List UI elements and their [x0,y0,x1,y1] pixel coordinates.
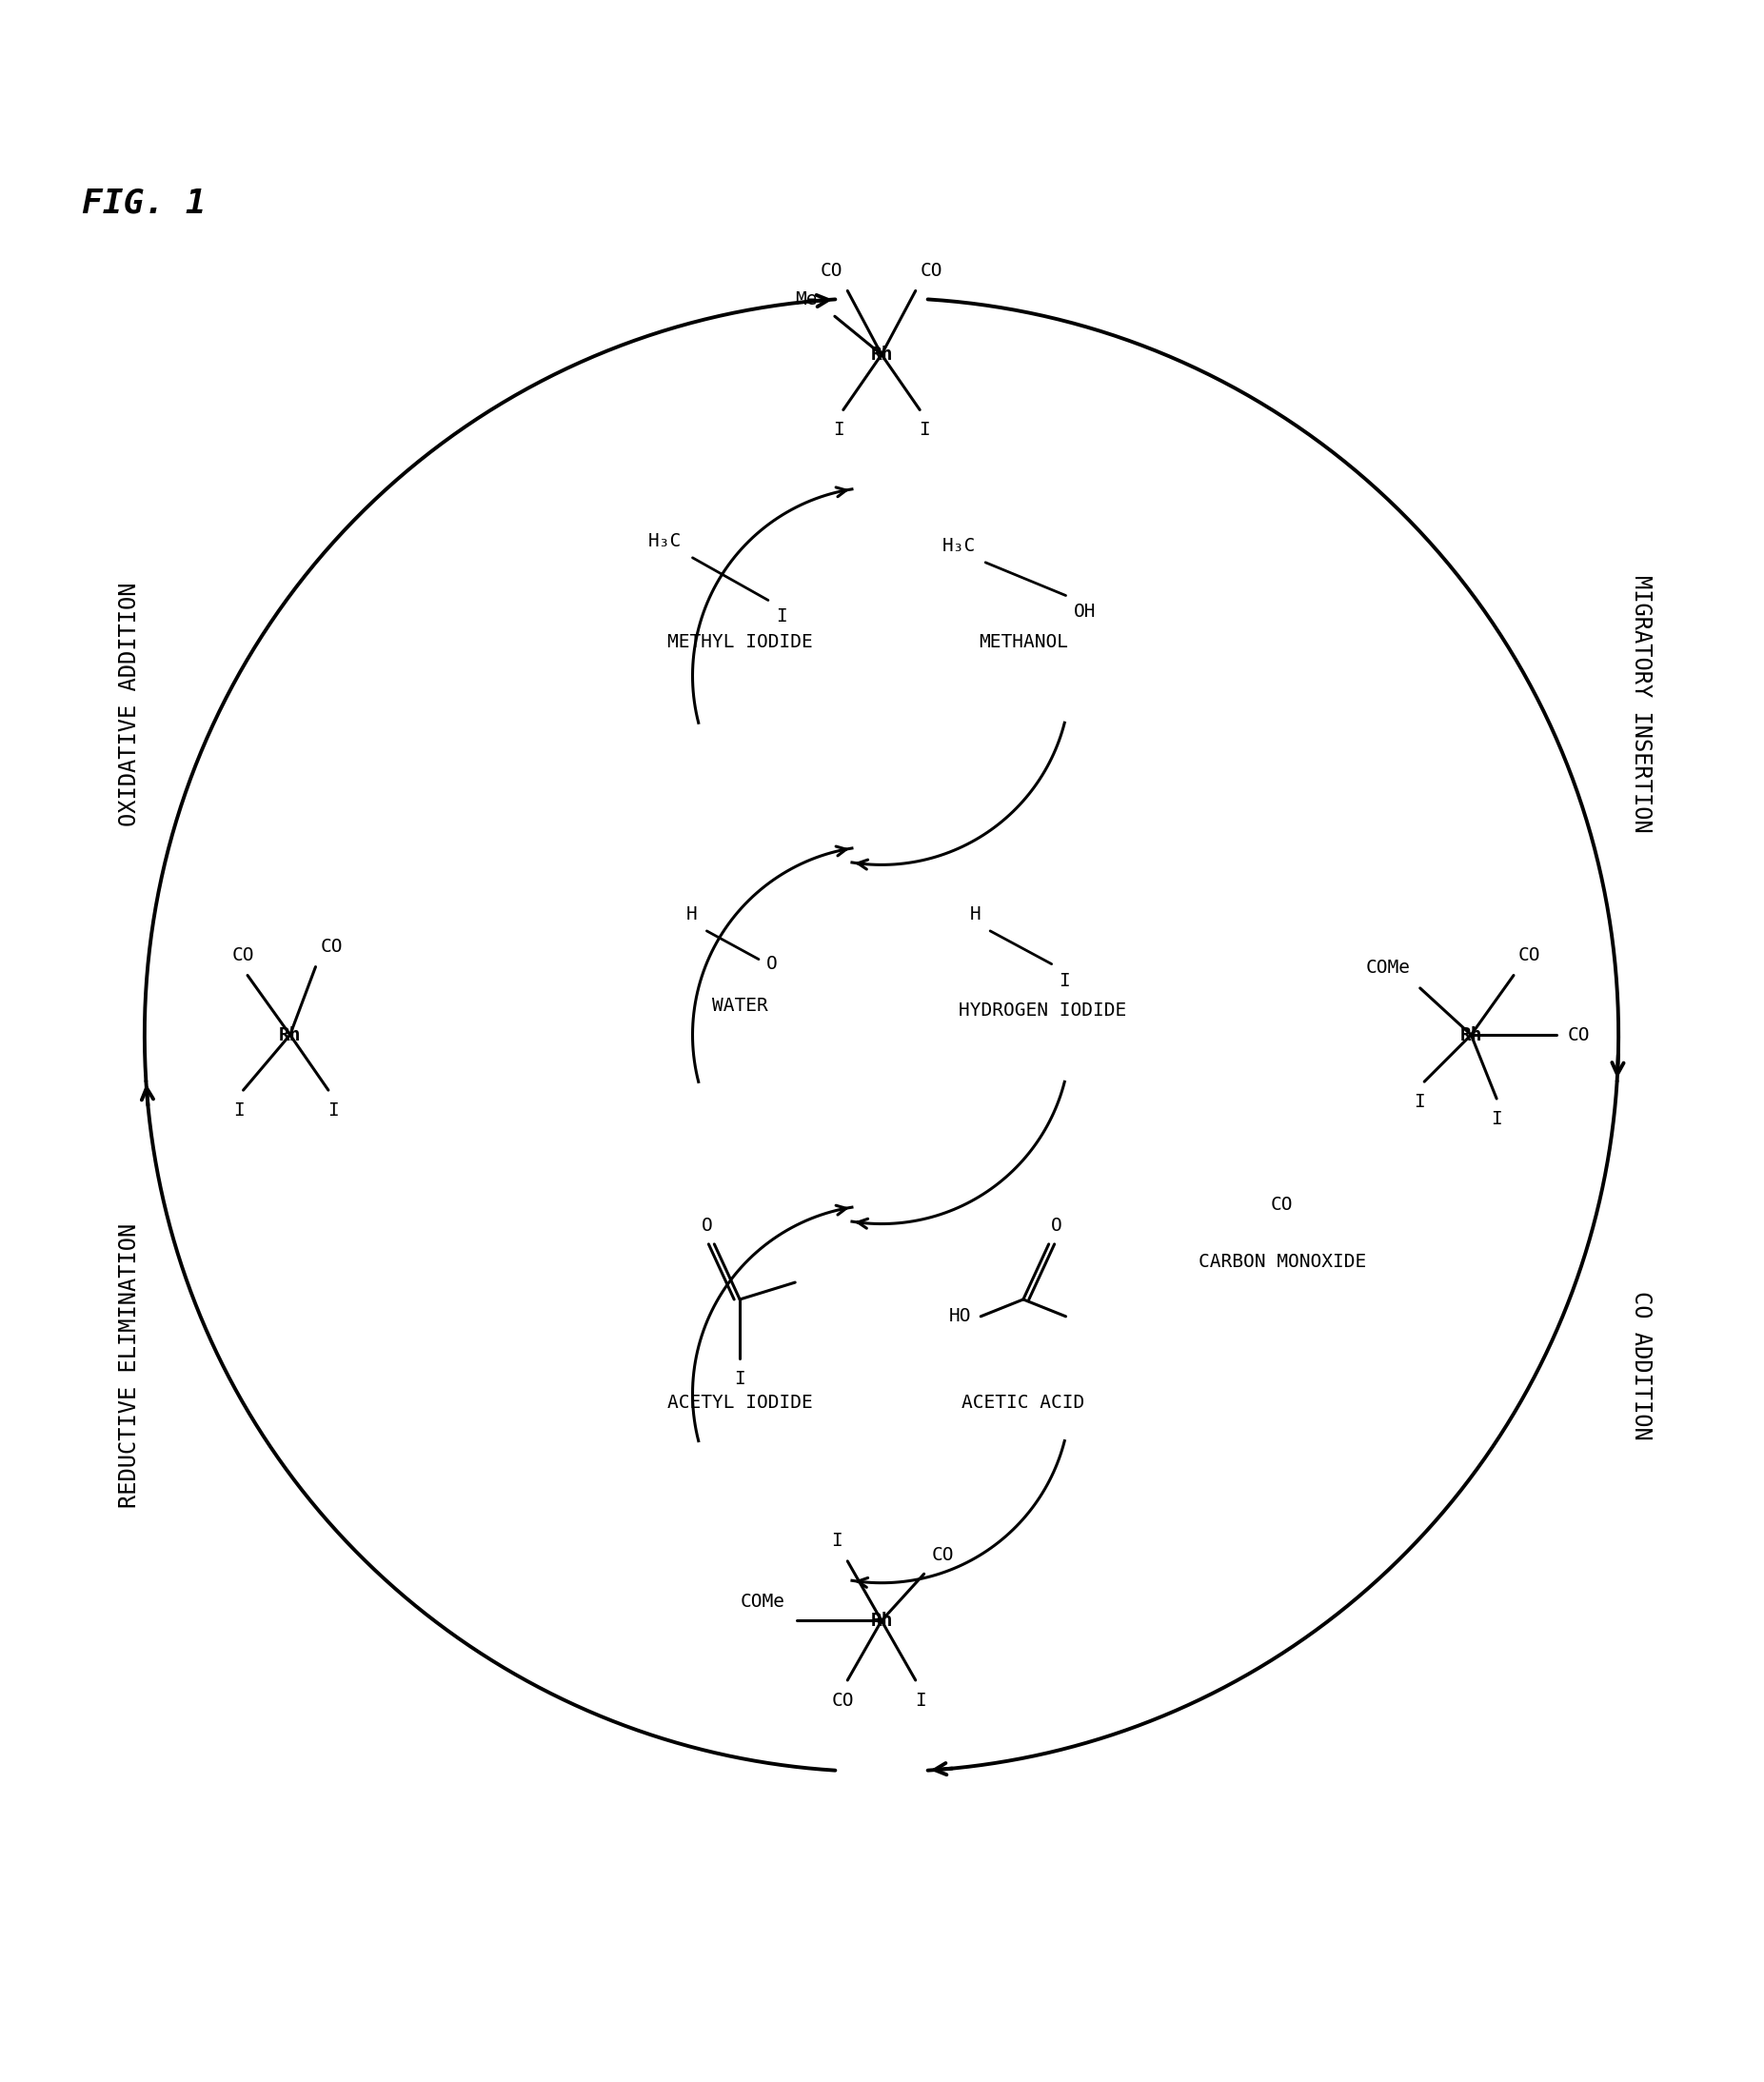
Text: Me: Me [796,291,818,308]
Text: OH: OH [1073,604,1095,620]
Text: CO: CO [1270,1195,1293,1214]
Text: REDUCTIVE ELIMINATION: REDUCTIVE ELIMINATION [118,1222,141,1507]
Text: O: O [1051,1216,1062,1235]
Text: I: I [831,1532,843,1549]
Text: CO: CO [931,1547,954,1564]
Text: CO ADDITION: CO ADDITION [1630,1291,1653,1441]
Text: CO: CO [921,262,942,279]
Text: FIG. 1: FIG. 1 [83,187,206,219]
Text: O: O [700,1216,713,1235]
Text: H: H [686,906,697,922]
Text: I: I [1491,1110,1503,1128]
Text: I: I [233,1101,243,1120]
Text: COMe: COMe [1365,958,1411,976]
Text: I: I [328,1101,339,1120]
Text: METHYL IODIDE: METHYL IODIDE [667,633,813,652]
Text: Rh: Rh [1461,1026,1482,1043]
Text: I: I [833,421,845,439]
Text: COMe: COMe [741,1593,785,1611]
Text: HYDROGEN IODIDE: HYDROGEN IODIDE [958,1001,1125,1020]
Text: H₃C: H₃C [942,537,975,556]
Text: HO: HO [949,1307,972,1326]
Text: CO: CO [1568,1026,1589,1043]
Text: I: I [776,608,787,627]
Text: I: I [916,1691,926,1709]
Text: CO: CO [231,945,254,964]
Text: CO: CO [1519,945,1540,964]
Text: ACETIC ACID: ACETIC ACID [961,1395,1085,1412]
Text: CO: CO [820,262,843,279]
Text: Rh: Rh [870,1611,893,1630]
Text: CARBON MONOXIDE: CARBON MONOXIDE [1198,1253,1365,1270]
Text: ACETYL IODIDE: ACETYL IODIDE [667,1395,813,1412]
Text: I: I [734,1370,746,1389]
Text: I: I [1415,1093,1425,1112]
Text: I: I [919,421,930,439]
Text: WATER: WATER [713,997,767,1016]
Text: METHANOL: METHANOL [979,633,1067,652]
Text: O: O [766,956,778,972]
Text: MIGRATORY INSERTION: MIGRATORY INSERTION [1630,575,1653,833]
Text: CO: CO [831,1691,854,1709]
Text: OXIDATIVE ADDITION: OXIDATIVE ADDITION [118,583,141,827]
Text: H₃C: H₃C [647,533,681,550]
Text: Rh: Rh [870,346,893,364]
Text: I: I [1058,972,1071,989]
Text: CO: CO [321,937,342,956]
Text: H: H [970,906,981,922]
Text: Rh: Rh [279,1026,302,1043]
